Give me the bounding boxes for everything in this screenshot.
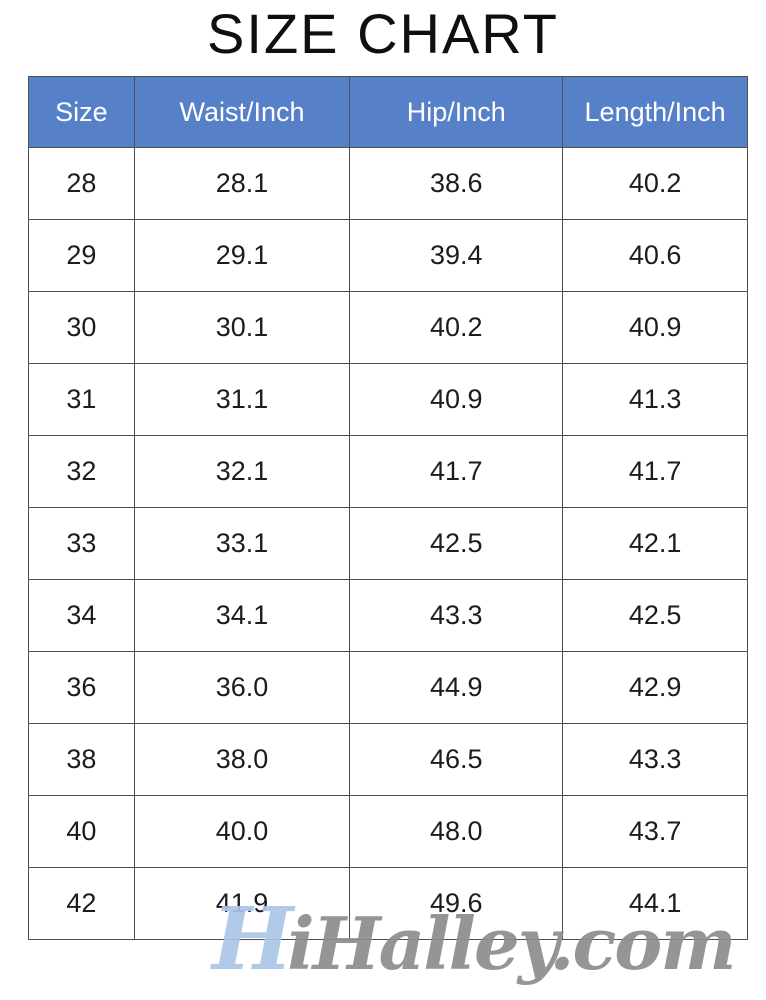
table-row: 32 32.1 41.7 41.7 <box>28 435 748 508</box>
table-cell: 41.9 <box>133 867 351 940</box>
table-cell: 42.5 <box>349 507 564 580</box>
table-cell: 40.9 <box>349 363 564 436</box>
table-cell: 40.9 <box>562 291 748 364</box>
table-cell: 32.1 <box>133 435 351 508</box>
column-header-waist: Waist/Inch <box>133 76 351 148</box>
table-row: 40 40.0 48.0 43.7 <box>28 795 748 868</box>
table-cell: 40.0 <box>133 795 351 868</box>
table-row: 36 36.0 44.9 42.9 <box>28 651 748 724</box>
size-chart-table: Size Waist/Inch Hip/Inch Length/Inch 28 2… <box>28 76 748 940</box>
table-cell: 40 <box>28 795 135 868</box>
table-cell: 40.6 <box>562 219 748 292</box>
table-cell: 39.4 <box>349 219 564 292</box>
table-cell: 38.0 <box>133 723 351 796</box>
table-cell: 34 <box>28 579 135 652</box>
table-cell: 29.1 <box>133 219 351 292</box>
table-row: 34 34.1 43.3 42.5 <box>28 579 748 652</box>
table-cell: 41.3 <box>562 363 748 436</box>
column-header-size: Size <box>28 76 135 148</box>
table-cell: 40.2 <box>562 147 748 220</box>
table-row: 33 33.1 42.5 42.1 <box>28 507 748 580</box>
table-cell: 49.6 <box>349 867 564 940</box>
size-table-body: 28 28.1 38.6 40.2 29 29.1 39.4 40.6 30 30.1 40.2 40… <box>28 147 748 940</box>
table-cell: 44.1 <box>562 867 748 940</box>
table-cell: 31 <box>28 363 135 436</box>
table-row: 30 30.1 40.2 40.9 <box>28 291 748 364</box>
table-cell: 41.7 <box>349 435 564 508</box>
table-cell: 48.0 <box>349 795 564 868</box>
table-cell: 43.3 <box>562 723 748 796</box>
column-header-hip: Hip/Inch <box>349 76 564 148</box>
table-cell: 31.1 <box>133 363 351 436</box>
table-cell: 30 <box>28 291 135 364</box>
table-cell: 28 <box>28 147 135 220</box>
table-cell: 38.6 <box>349 147 564 220</box>
table-cell: 43.3 <box>349 579 564 652</box>
page-title: SIZE CHART <box>207 2 559 65</box>
table-cell: 42.1 <box>562 507 748 580</box>
table-row: 38 38.0 46.5 43.3 <box>28 723 748 796</box>
table-header-row: Size Waist/Inch Hip/Inch Length/Inch <box>28 76 748 148</box>
table-row: 29 29.1 39.4 40.6 <box>28 219 748 292</box>
table-cell: 30.1 <box>133 291 351 364</box>
table-cell: 43.7 <box>562 795 748 868</box>
table-cell: 34.1 <box>133 579 351 652</box>
table-cell: 38 <box>28 723 135 796</box>
table-cell: 42.5 <box>562 579 748 652</box>
table-cell: 42.9 <box>562 651 748 724</box>
table-cell: 41.7 <box>562 435 748 508</box>
table-cell: 32 <box>28 435 135 508</box>
column-header-length: Length/Inch <box>562 76 748 148</box>
table-cell: 36 <box>28 651 135 724</box>
table-cell: 33 <box>28 507 135 580</box>
table-cell: 42 <box>28 867 135 940</box>
table-row: 31 31.1 40.9 41.3 <box>28 363 748 436</box>
table-cell: 29 <box>28 219 135 292</box>
table-cell: 40.2 <box>349 291 564 364</box>
table-row: 28 28.1 38.6 40.2 <box>28 147 748 220</box>
table-cell: 46.5 <box>349 723 564 796</box>
table-cell: 44.9 <box>349 651 564 724</box>
table-cell: 28.1 <box>133 147 351 220</box>
table-cell: 36.0 <box>133 651 351 724</box>
table-cell: 33.1 <box>133 507 351 580</box>
table-row: 42 41.9 49.6 44.1 <box>28 867 748 940</box>
